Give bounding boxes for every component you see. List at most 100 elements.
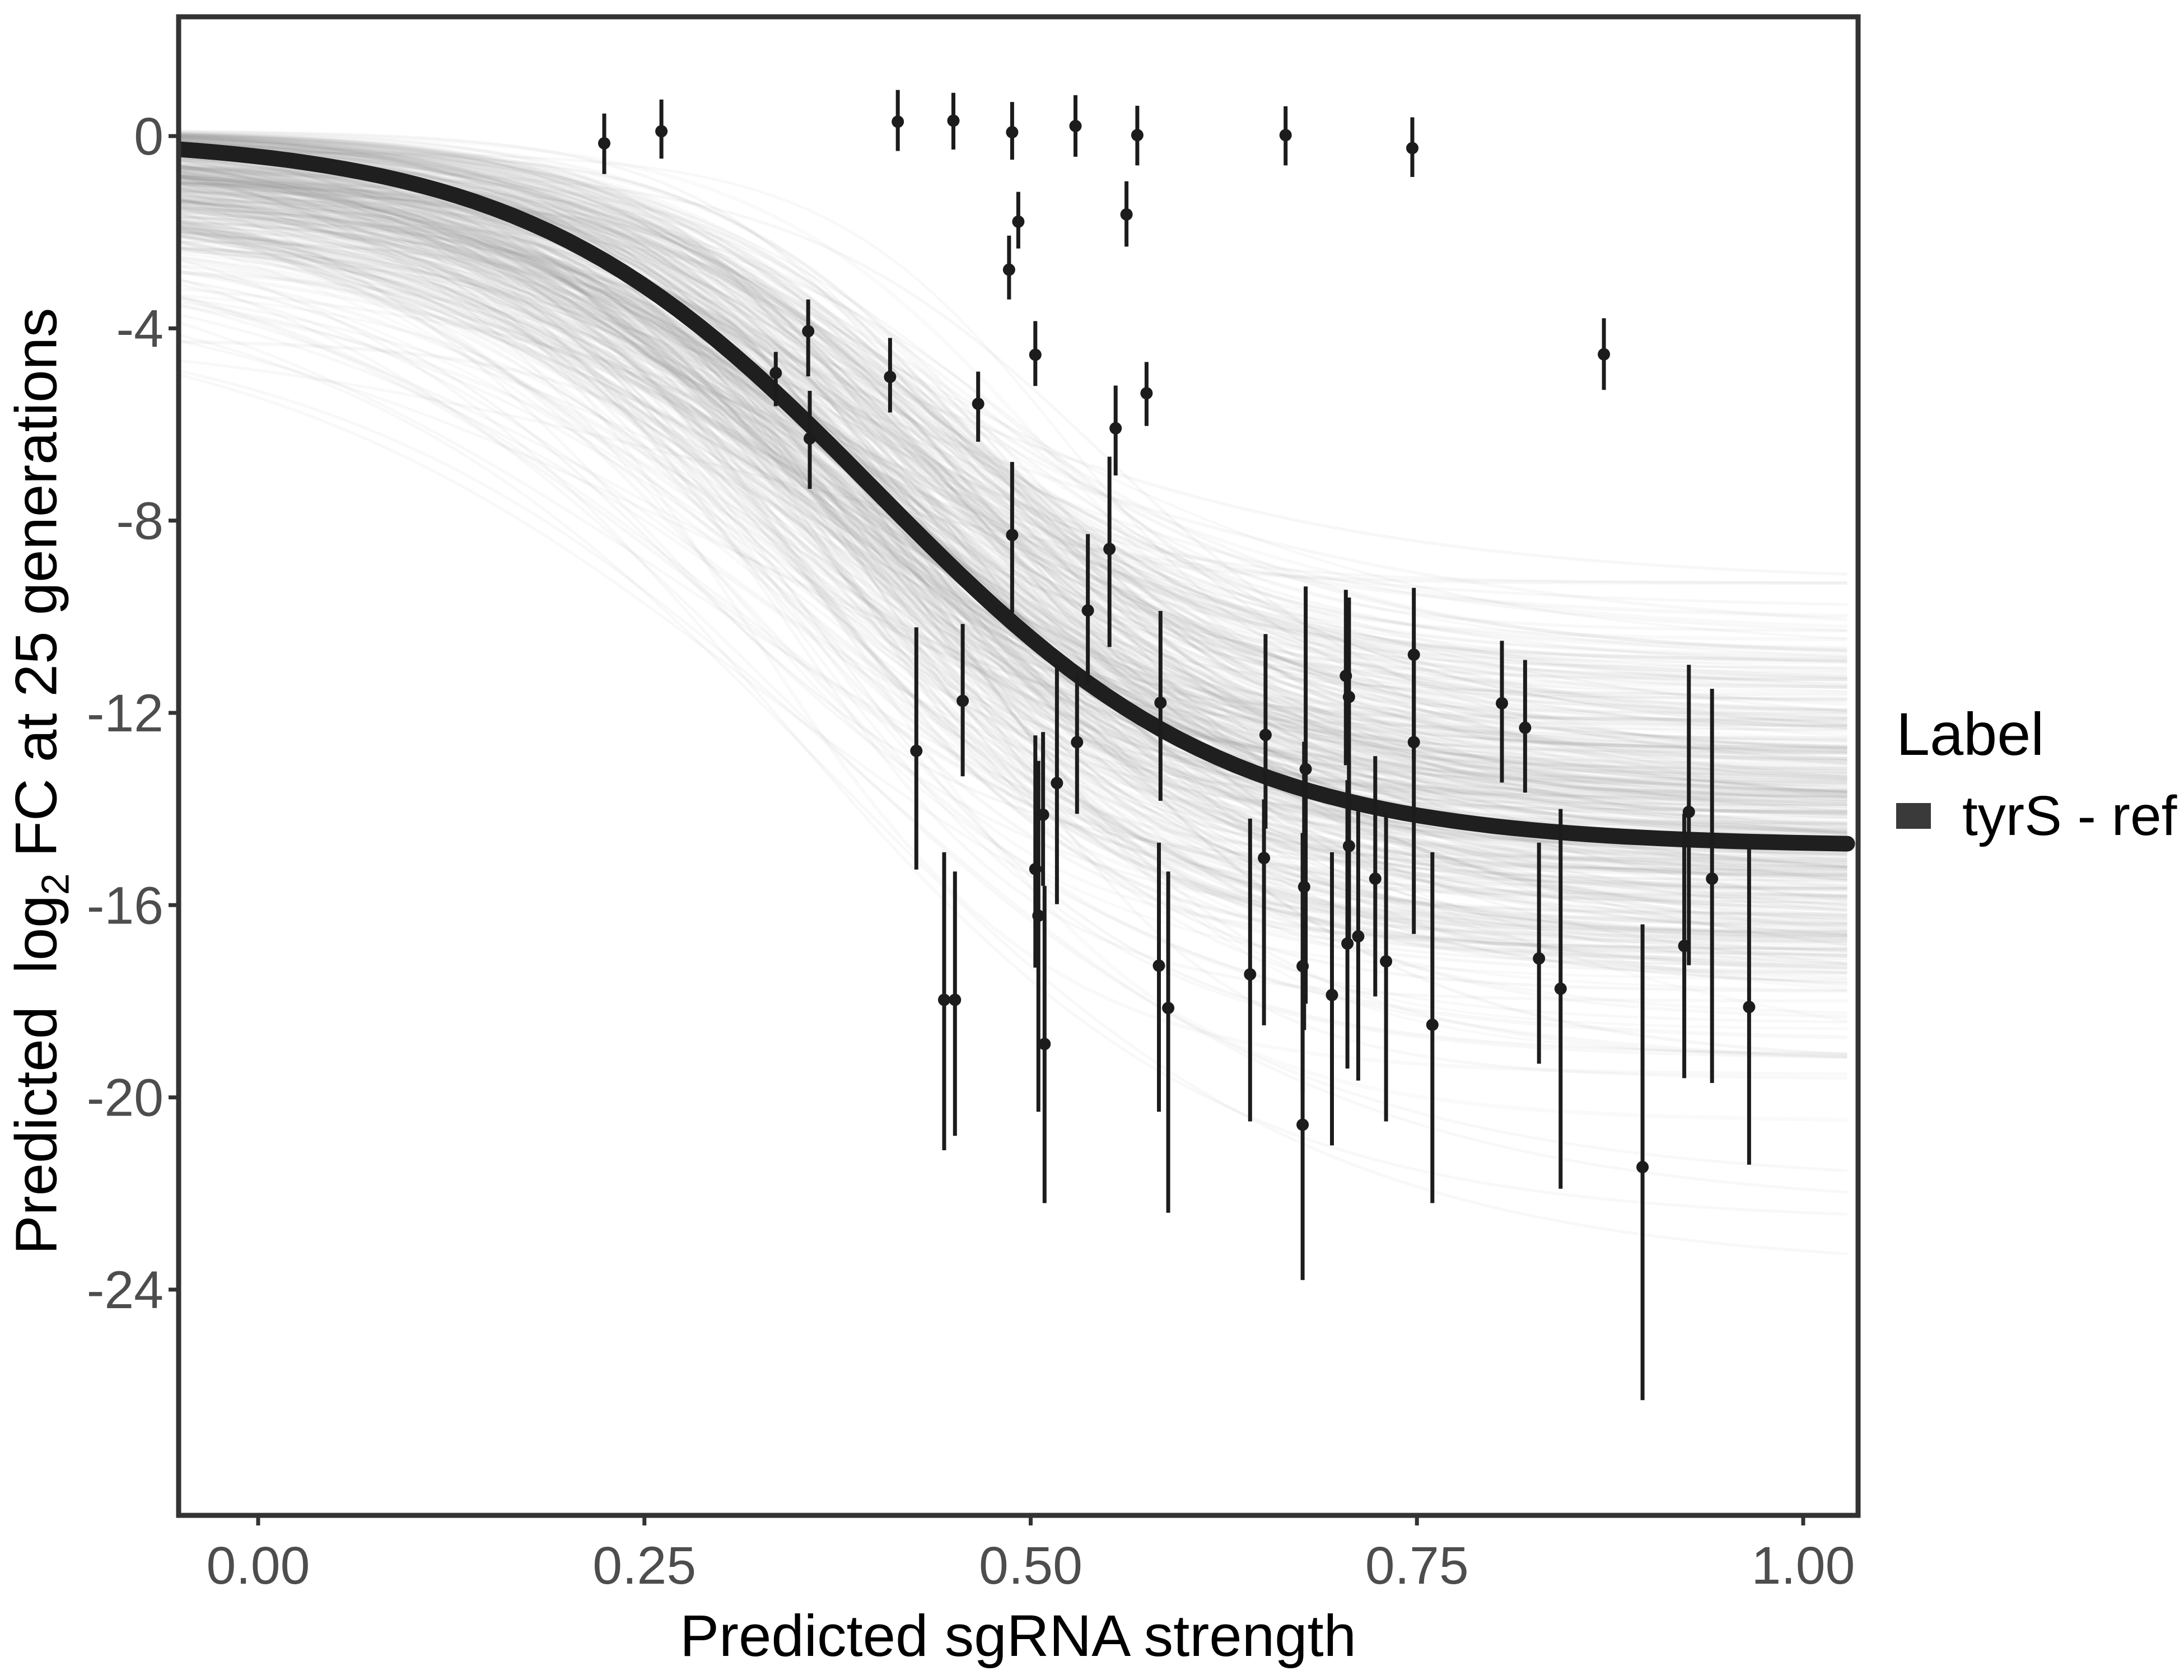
posterior-curve-outlier bbox=[179, 313, 1847, 974]
posterior-curve bbox=[179, 153, 1847, 898]
data-point bbox=[1051, 777, 1063, 790]
y-tick-label: -20 bbox=[87, 1068, 164, 1128]
data-point bbox=[1029, 862, 1042, 875]
data-point bbox=[1554, 982, 1567, 995]
posterior-curve bbox=[179, 181, 1847, 941]
posterior-curve bbox=[179, 181, 1847, 927]
data-point bbox=[598, 137, 610, 150]
posterior-curve bbox=[179, 194, 1847, 749]
posterior-curve bbox=[179, 207, 1847, 899]
y-axis-title: Predicted log2 FC at 25 generations bbox=[3, 308, 78, 1255]
posterior-curve bbox=[179, 175, 1847, 876]
posterior-curve bbox=[179, 141, 1847, 652]
posterior-curve bbox=[179, 164, 1847, 801]
data-point bbox=[1352, 930, 1365, 943]
x-axis-title: Predicted sgRNA strength bbox=[679, 1603, 1357, 1669]
posterior-curve bbox=[179, 170, 1847, 939]
data-point bbox=[938, 993, 950, 1006]
posterior-curve bbox=[179, 150, 1847, 727]
data-point bbox=[1369, 872, 1382, 885]
posterior-curve-outlier bbox=[179, 277, 1847, 1172]
data-point bbox=[1140, 387, 1153, 400]
posterior-curve bbox=[179, 172, 1847, 900]
data-point bbox=[947, 114, 960, 127]
fitted-sigmoid-curve bbox=[179, 141, 1855, 852]
data-point bbox=[1342, 839, 1355, 852]
data-point bbox=[956, 694, 969, 707]
data-point bbox=[1682, 805, 1695, 818]
posterior-curve bbox=[179, 174, 1847, 852]
y-tick-label: -16 bbox=[87, 876, 164, 935]
posterior-curve bbox=[179, 246, 1847, 944]
posterior-curve bbox=[179, 246, 1847, 776]
data-point bbox=[1279, 129, 1292, 142]
posterior-curve bbox=[179, 142, 1847, 729]
data-point bbox=[1407, 736, 1420, 749]
y-tick-label: -8 bbox=[116, 492, 164, 551]
posterior-curve bbox=[179, 199, 1847, 872]
data-point bbox=[655, 125, 668, 138]
posterior-curve bbox=[179, 147, 1847, 965]
posterior-curve bbox=[179, 134, 1847, 921]
posterior-curve bbox=[179, 246, 1847, 1003]
posterior-curve bbox=[179, 180, 1847, 958]
posterior-curve bbox=[179, 172, 1847, 797]
posterior-curve bbox=[179, 220, 1847, 958]
data-point bbox=[1071, 736, 1084, 749]
posterior-curve bbox=[179, 134, 1847, 950]
posterior-curve bbox=[179, 195, 1847, 855]
posterior-curve-outlier bbox=[179, 369, 1847, 1194]
data-point bbox=[1406, 142, 1418, 155]
data-point bbox=[1244, 968, 1257, 981]
legend-item-label: tyrS - ref bbox=[1962, 784, 2177, 847]
data-point bbox=[1012, 215, 1025, 228]
posterior-curve bbox=[179, 235, 1847, 806]
posterior-curve-outlier bbox=[179, 258, 1847, 1216]
posterior-curve bbox=[179, 222, 1847, 806]
y-tick-label: -12 bbox=[87, 684, 164, 743]
posterior-curve bbox=[179, 144, 1847, 889]
data-point bbox=[1296, 960, 1309, 973]
posterior-curve bbox=[179, 130, 1847, 897]
posterior-curve bbox=[179, 152, 1847, 943]
posterior-curve bbox=[179, 226, 1847, 833]
y-tick-label: 0 bbox=[134, 107, 164, 166]
posterior-curve bbox=[179, 224, 1847, 946]
posterior-curve bbox=[179, 201, 1847, 784]
posterior-curve bbox=[179, 241, 1847, 893]
posterior-curve bbox=[179, 154, 1847, 1024]
posterior-curve bbox=[179, 147, 1847, 938]
posterior-curve bbox=[179, 215, 1847, 827]
posterior-curve-outlier bbox=[179, 321, 1847, 953]
data-point bbox=[769, 367, 782, 380]
posterior-curve bbox=[179, 223, 1847, 830]
data-point bbox=[1380, 955, 1393, 968]
posterior-curve bbox=[179, 199, 1847, 806]
posterior-curve bbox=[179, 216, 1847, 915]
posterior-curve bbox=[179, 174, 1847, 937]
posterior-curve bbox=[179, 189, 1847, 970]
posterior-curve bbox=[179, 180, 1847, 870]
posterior-curve bbox=[179, 218, 1847, 862]
posterior-curve bbox=[179, 249, 1847, 853]
error-bars bbox=[602, 90, 1751, 1401]
posterior-curve bbox=[179, 219, 1847, 799]
posterior-curve bbox=[179, 204, 1847, 864]
data-point bbox=[1636, 1161, 1649, 1174]
data-point bbox=[1298, 880, 1310, 893]
data-point bbox=[1743, 1001, 1756, 1014]
data-point bbox=[1037, 808, 1049, 821]
posterior-curve-outlier bbox=[179, 300, 1847, 985]
posterior-curve bbox=[179, 192, 1847, 825]
posterior-curve bbox=[179, 177, 1847, 903]
posterior-curve bbox=[179, 181, 1847, 928]
posterior-curve bbox=[179, 157, 1847, 950]
posterior-curve bbox=[179, 164, 1847, 1076]
x-tick-label: 0.50 bbox=[979, 1536, 1082, 1595]
posterior-curve bbox=[179, 136, 1847, 1057]
posterior-curve bbox=[179, 222, 1847, 793]
posterior-curve bbox=[179, 206, 1847, 912]
data-point bbox=[1407, 648, 1420, 661]
posterior-curve bbox=[179, 241, 1847, 810]
